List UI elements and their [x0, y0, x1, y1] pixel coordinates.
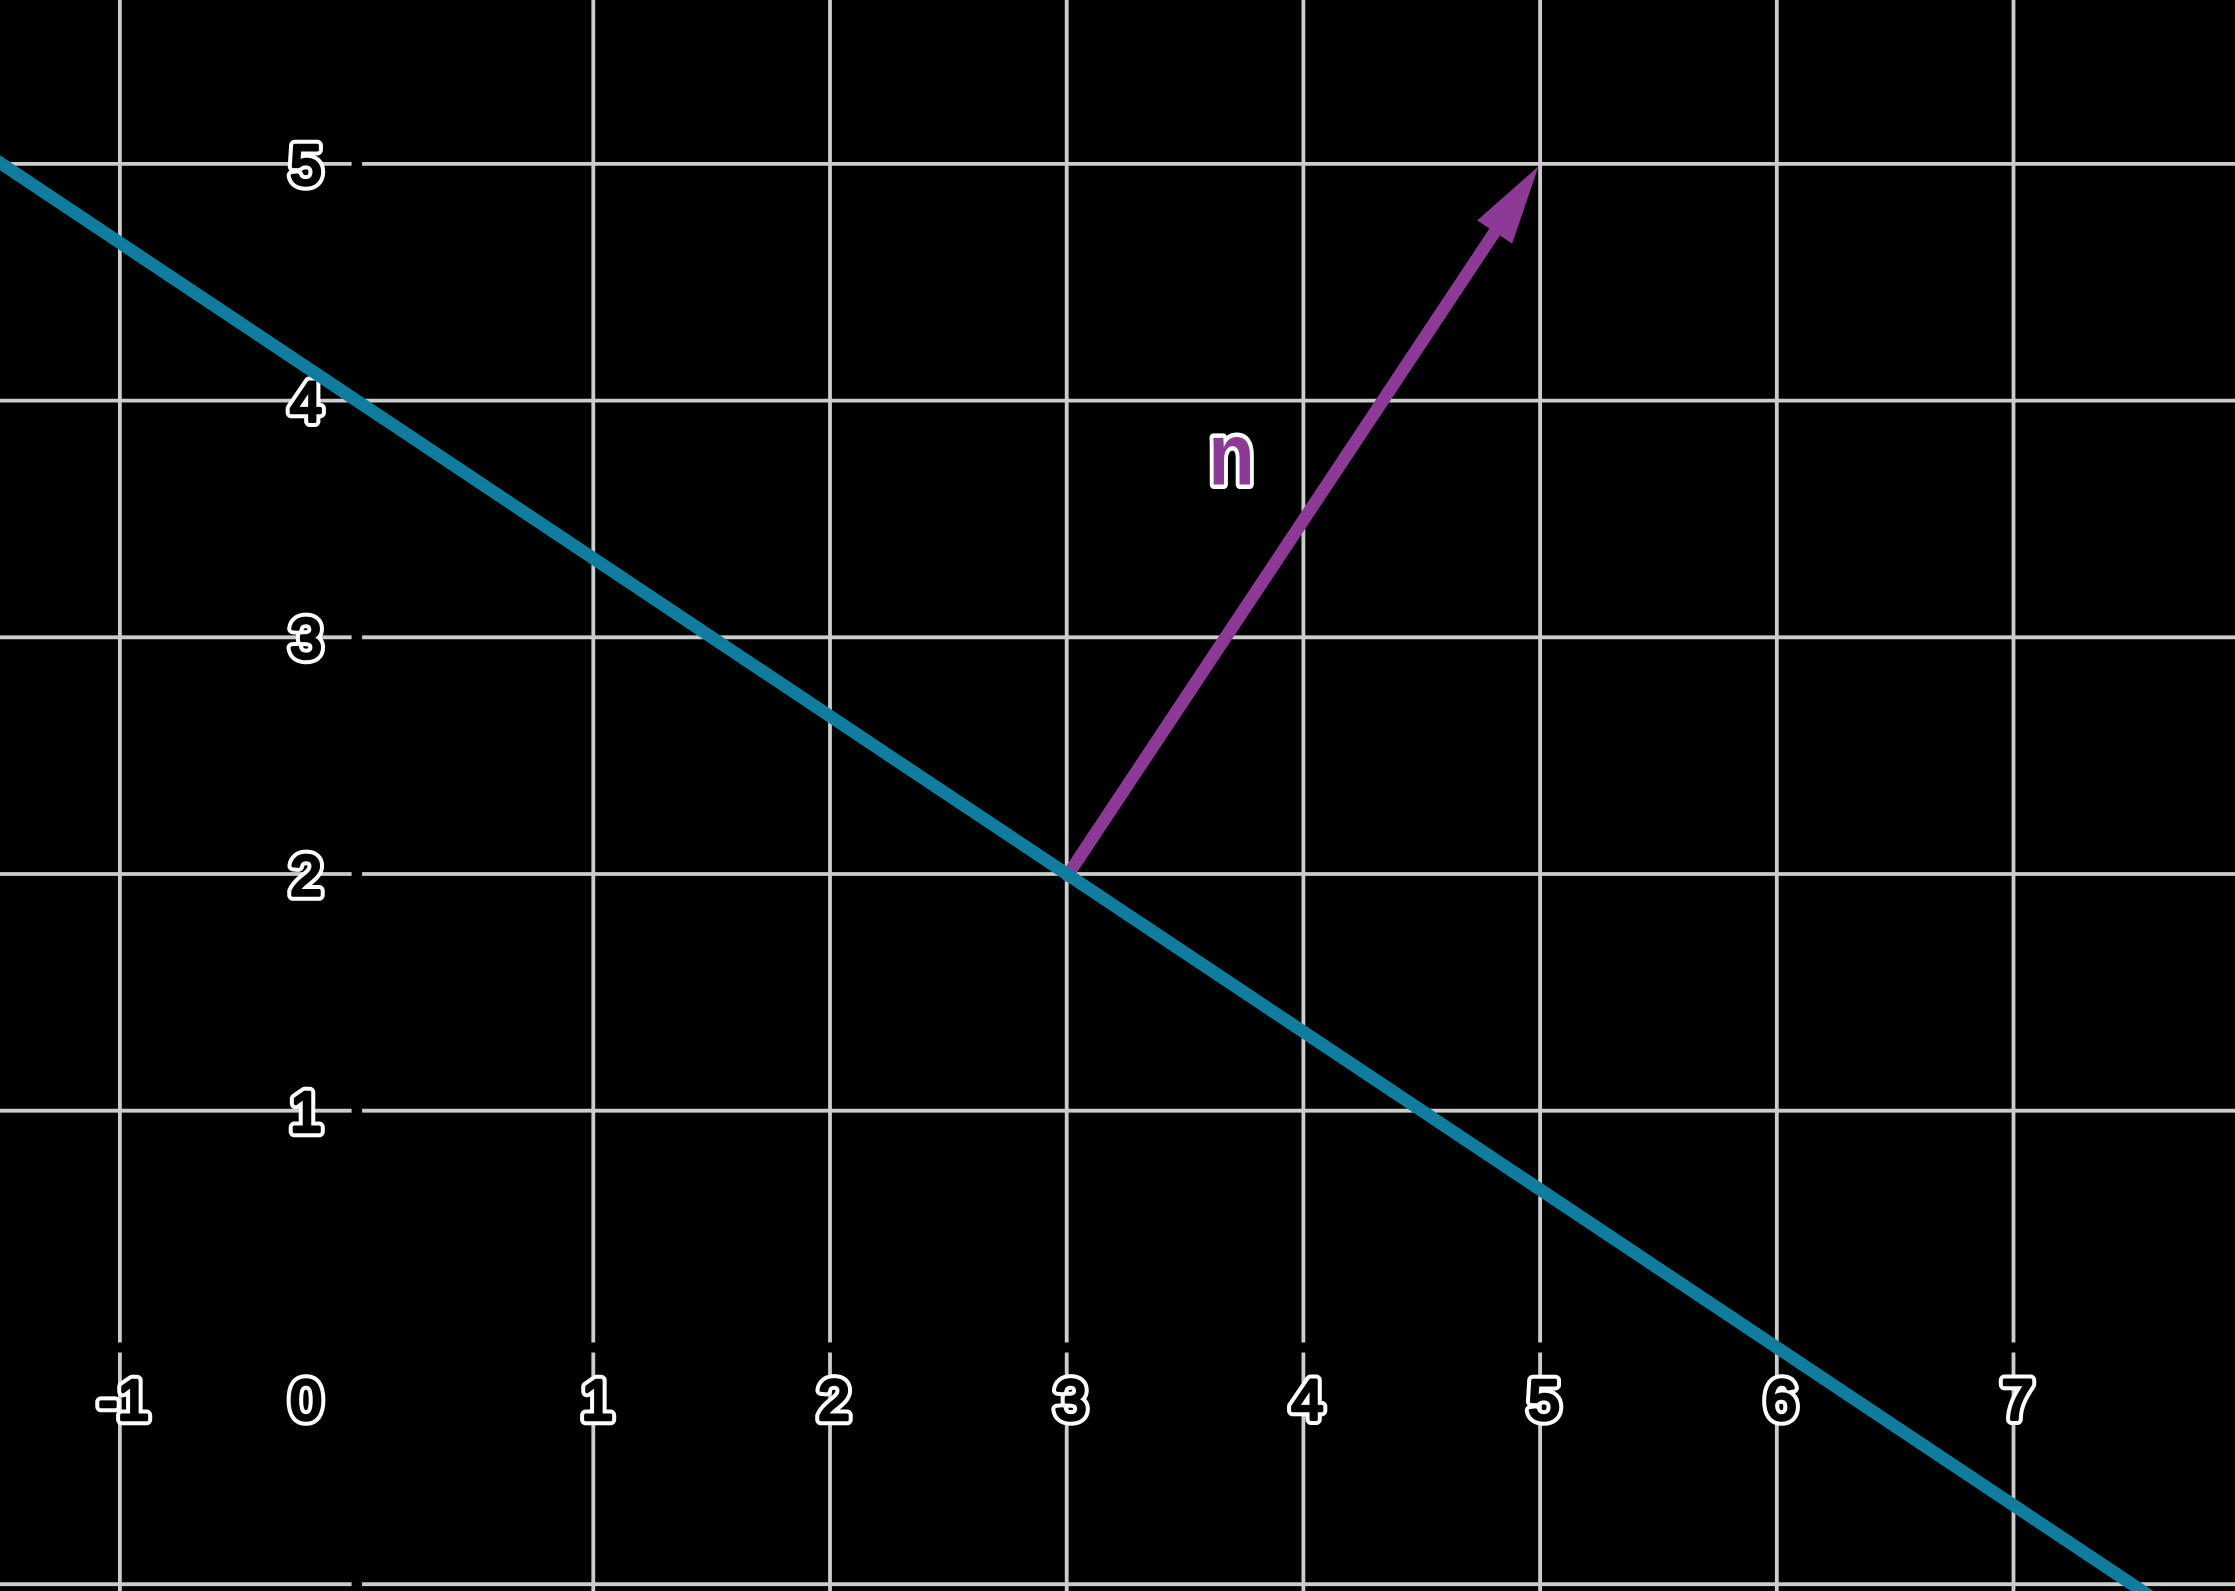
svg-text:3: 3	[1055, 1369, 1087, 1433]
svg-text:1: 1	[290, 1081, 322, 1145]
svg-text:5: 5	[1528, 1369, 1560, 1433]
svg-text:1: 1	[581, 1369, 613, 1433]
svg-text:5: 5	[1528, 1369, 1560, 1433]
svg-text:-1: -1	[99, 1369, 150, 1433]
svg-text:6: 6	[1765, 1369, 1797, 1433]
svg-text:4: 4	[1292, 1369, 1324, 1433]
svg-text:5: 5	[290, 134, 322, 198]
svg-text:2: 2	[818, 1369, 850, 1433]
svg-text:n: n	[1208, 406, 1254, 504]
svg-text:3: 3	[1055, 1369, 1087, 1433]
svg-text:3: 3	[290, 607, 322, 671]
svg-text:1: 1	[581, 1369, 613, 1433]
svg-text:0: 0	[290, 1369, 322, 1433]
svg-text:5: 5	[290, 134, 322, 198]
svg-text:2: 2	[290, 844, 322, 908]
svg-text:2: 2	[818, 1369, 850, 1433]
svg-text:1: 1	[290, 1081, 322, 1145]
svg-text:4: 4	[1292, 1369, 1324, 1433]
svg-text:2: 2	[290, 844, 322, 908]
svg-text:6: 6	[1765, 1369, 1797, 1433]
svg-text:3: 3	[290, 607, 322, 671]
svg-text:7: 7	[2002, 1369, 2034, 1433]
svg-text:0: 0	[290, 1369, 322, 1433]
svg-text:7: 7	[2002, 1369, 2034, 1433]
svg-text:-1: -1	[99, 1369, 150, 1433]
